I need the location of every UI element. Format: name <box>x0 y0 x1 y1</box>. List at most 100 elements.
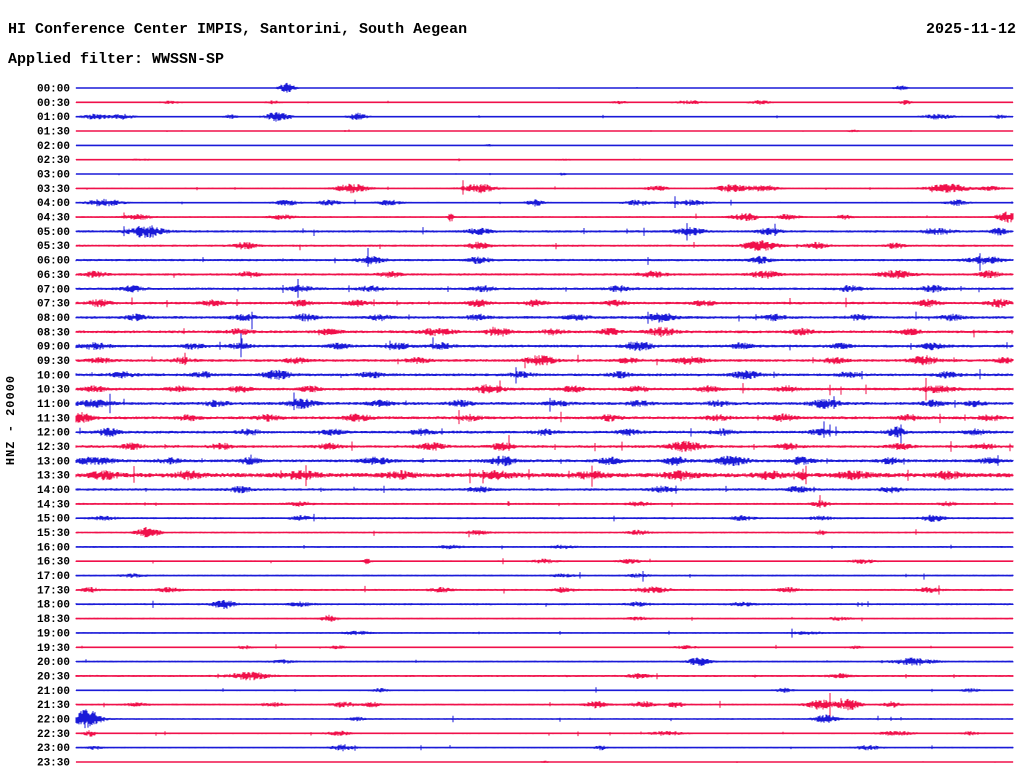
trace-waveform <box>75 248 1014 271</box>
trace-waveform <box>75 527 1014 538</box>
trace-waveform <box>75 158 1014 162</box>
time-label: 15:30 <box>37 528 70 540</box>
time-label: 12:00 <box>37 428 70 440</box>
trace-waveform <box>75 600 1014 609</box>
trace-row: 01:00 <box>37 112 1014 124</box>
time-label: 19:00 <box>37 628 70 640</box>
trace-waveform <box>75 614 1014 622</box>
trace-row: 11:00 <box>37 392 1014 414</box>
time-label: 14:00 <box>37 485 70 497</box>
trace-waveform <box>75 454 1014 467</box>
trace-row: 06:00 <box>37 248 1014 271</box>
trace-row: 22:00 <box>37 709 1014 729</box>
trace-waveform <box>75 311 1014 330</box>
trace-row: 02:30 <box>37 155 1014 167</box>
trace-waveform <box>75 240 1014 251</box>
time-label: 13:30 <box>37 471 70 483</box>
trace-waveform <box>75 628 1014 638</box>
time-label: 11:30 <box>37 413 70 425</box>
trace-row: 04:00 <box>37 196 1014 210</box>
trace-waveform <box>75 279 1014 298</box>
time-label: 16:00 <box>37 542 70 554</box>
trace-waveform <box>75 196 1014 208</box>
trace-waveform <box>75 112 1014 122</box>
trace-waveform <box>75 129 1014 133</box>
time-label: 00:00 <box>37 84 70 96</box>
trace-row: 15:00 <box>37 513 1014 526</box>
page-title: HI Conference Center IMPIS, Santorini, S… <box>8 21 468 38</box>
trace-waveform <box>75 644 1014 650</box>
trace-waveform <box>75 392 1014 414</box>
trace-waveform <box>75 180 1014 195</box>
trace-waveform <box>75 544 1014 550</box>
trace-row: 02:00 <box>37 141 1014 153</box>
trace-row: 06:30 <box>37 270 1014 282</box>
time-label: 20:30 <box>37 671 70 683</box>
time-label: 04:00 <box>37 198 70 210</box>
trace-row: 09:00 <box>37 333 1014 358</box>
trace-row: 05:30 <box>37 240 1014 253</box>
trace-row: 18:30 <box>37 614 1014 626</box>
trace-row: 23:30 <box>37 758 1014 770</box>
time-label: 19:30 <box>37 643 70 655</box>
trace-row: 16:00 <box>37 542 1014 554</box>
trace-waveform <box>75 211 1014 223</box>
time-label: 23:30 <box>37 758 70 770</box>
trace-waveform <box>75 687 1014 693</box>
trace-row: 11:30 <box>37 410 1014 425</box>
trace-row: 16:30 <box>37 557 1014 569</box>
trace-row: 20:00 <box>37 657 1014 669</box>
time-label: 01:00 <box>37 112 70 124</box>
trace-waveform <box>75 571 1014 582</box>
trace-waveform <box>75 744 1014 752</box>
trace-waveform <box>75 730 1014 737</box>
trace-waveform <box>75 326 1014 338</box>
time-label: 01:30 <box>37 127 70 139</box>
trace-waveform <box>75 144 1014 147</box>
trace-waveform <box>75 709 1014 729</box>
time-label: 22:30 <box>37 729 70 741</box>
trace-waveform <box>75 223 1014 241</box>
trace-row: 07:30 <box>37 297 1014 311</box>
time-label: 09:30 <box>37 356 70 368</box>
time-label: 03:00 <box>37 170 70 182</box>
trace-row: 08:00 <box>37 311 1014 330</box>
time-label: 10:30 <box>37 385 70 397</box>
trace-row: 19:00 <box>37 628 1014 640</box>
time-label: 12:30 <box>37 442 70 454</box>
time-label: 06:30 <box>37 270 70 282</box>
time-label: 04:30 <box>37 213 70 225</box>
time-label: 06:00 <box>37 256 70 268</box>
filter-label: Applied filter: WWSSN-SP <box>8 51 225 68</box>
trace-row: 03:30 <box>37 180 1014 196</box>
trace-waveform <box>75 465 1014 487</box>
trace-row: 22:30 <box>37 729 1014 741</box>
trace-row: 18:00 <box>37 600 1014 612</box>
time-label: 00:30 <box>37 98 70 110</box>
trace-waveform <box>75 513 1014 522</box>
trace-waveform <box>75 367 1014 384</box>
trace-waveform <box>75 760 1014 763</box>
time-label: 23:00 <box>37 743 70 755</box>
time-label: 21:30 <box>37 700 70 712</box>
trace-waveform <box>75 378 1014 401</box>
trace-waveform <box>75 585 1014 595</box>
time-label: 05:00 <box>37 227 70 239</box>
trace-waveform <box>75 671 1014 681</box>
time-label: 20:00 <box>37 657 70 669</box>
time-label: 05:30 <box>37 241 70 253</box>
time-label: 13:00 <box>37 456 70 468</box>
trace-row: 21:00 <box>37 686 1014 698</box>
trace-row: 00:30 <box>37 98 1014 110</box>
trace-row: 15:30 <box>37 527 1014 540</box>
trace-row: 17:00 <box>37 571 1014 583</box>
date-label: 2025-11-12 <box>925 21 1016 38</box>
time-label: 22:00 <box>37 715 70 727</box>
time-label: 14:30 <box>37 499 70 511</box>
trace-waveform <box>75 495 1014 508</box>
trace-row: 13:00 <box>37 454 1014 468</box>
trace-waveform <box>75 82 1014 93</box>
trace-waveform <box>75 693 1014 718</box>
trace-row: 20:30 <box>37 671 1014 683</box>
